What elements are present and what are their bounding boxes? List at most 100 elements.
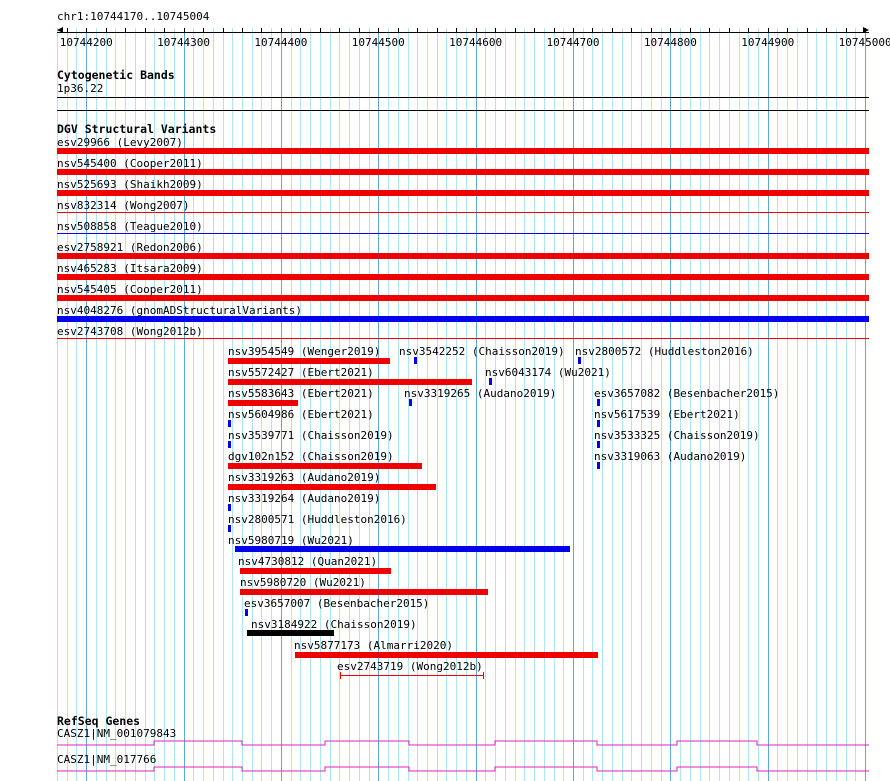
variant-label[interactable]: nsv5617539 (Ebert2021)	[594, 408, 740, 421]
gridline-minor	[845, 28, 847, 781]
variant-bar[interactable]	[57, 295, 869, 301]
variant-bar[interactable]	[228, 463, 422, 469]
variant-bar[interactable]	[228, 484, 436, 490]
gridline-minor	[602, 28, 604, 781]
variant-bar[interactable]	[228, 379, 472, 385]
variant-label[interactable]: nsv3539771 (Chaisson2019)	[228, 429, 394, 442]
variant-label[interactable]: nsv3319263 (Audano2019)	[228, 471, 381, 484]
variant-bar[interactable]	[247, 630, 334, 636]
ruler-tick	[397, 28, 399, 33]
variant-bar[interactable]	[414, 357, 417, 364]
variant-label[interactable]: nsv3319265 (Audano2019)	[404, 387, 557, 400]
variant-label[interactable]: nsv545405 (Cooper2011)	[57, 283, 203, 296]
variant-bar[interactable]	[597, 420, 600, 427]
ruler-tick	[670, 28, 672, 33]
variant-label[interactable]: nsv4730812 (Quan2021)	[238, 555, 378, 568]
variant-label[interactable]: nsv5604986 (Ebert2021)	[228, 408, 374, 421]
variant-bar[interactable]	[340, 675, 483, 676]
variant-label[interactable]: dgv102n152 (Chaisson2019)	[228, 450, 394, 463]
gridline-minor	[543, 28, 545, 781]
variant-label[interactable]: nsv5980720 (Wu2021)	[240, 576, 366, 589]
variant-bar[interactable]	[409, 399, 412, 406]
variant-bar[interactable]	[57, 316, 869, 322]
ruler-tick	[203, 28, 205, 33]
ruler-tick	[534, 28, 536, 33]
variant-label[interactable]: nsv3542252 (Chaisson2019)	[399, 345, 565, 358]
variant-label[interactable]: nsv3533325 (Chaisson2019)	[594, 429, 760, 442]
section-title-refseq-genes: RefSeq Genes	[57, 714, 141, 728]
gridline-minor	[719, 28, 721, 781]
variant-label[interactable]: nsv6043174 (Wu2021)	[485, 366, 611, 379]
gridline-minor	[524, 28, 526, 781]
variant-bar[interactable]	[57, 253, 869, 259]
variant-bar[interactable]	[57, 338, 869, 339]
gridline-minor	[203, 28, 205, 781]
variant-bar[interactable]	[597, 399, 600, 406]
variant-label[interactable]: nsv465283 (Itsara2009)	[57, 262, 203, 275]
variant-bar[interactable]	[228, 400, 298, 406]
ruler-axis	[57, 32, 869, 33]
variant-bar[interactable]	[57, 169, 869, 175]
variant-bar[interactable]	[240, 589, 488, 595]
variant-label[interactable]: nsv832314 (Wong2007)	[57, 199, 190, 212]
variant-bar[interactable]	[245, 609, 248, 616]
gene-transcript-line[interactable]	[57, 765, 869, 775]
gridline-minor	[689, 28, 691, 781]
variant-bar[interactable]	[235, 546, 570, 552]
variant-label[interactable]: esv2743719 (Wong2012b)	[337, 660, 483, 673]
ruler-tick	[611, 28, 613, 33]
cytogenetic-band-label[interactable]: 1p36.22	[57, 82, 104, 95]
gene-label[interactable]: CASZ1|NM_001079843	[57, 727, 177, 740]
ruler-tick	[514, 28, 516, 33]
ruler-tick	[826, 28, 828, 33]
variant-label[interactable]: esv3657007 (Besenbacher2015)	[244, 597, 430, 610]
variant-label[interactable]: nsv2800571 (Huddleston2016)	[228, 513, 407, 526]
variant-label[interactable]: nsv5572427 (Ebert2021)	[228, 366, 374, 379]
variant-label[interactable]: esv2758921 (Redon2006)	[57, 241, 203, 254]
variant-bar[interactable]	[228, 525, 231, 532]
variant-label[interactable]: nsv4048276 (gnomADStructuralVariants)	[57, 304, 303, 317]
variant-bar[interactable]	[228, 420, 231, 427]
gene-label[interactable]: CASZ1|NM_017766	[57, 753, 157, 766]
variant-bar[interactable]	[295, 652, 598, 658]
variant-label[interactable]: esv3657082 (Besenbacher2015)	[594, 387, 780, 400]
section-title-cytogenetic-bands: Cytogenetic Bands	[57, 68, 175, 82]
variant-label[interactable]: esv2743708 (Wong2012b)	[57, 325, 203, 338]
gridline-minor	[193, 28, 195, 781]
variant-label[interactable]: nsv3184922 (Chaisson2019)	[251, 618, 417, 631]
gridline-minor	[495, 28, 497, 781]
variant-bar[interactable]	[57, 233, 869, 234]
ruler-tick	[631, 28, 633, 33]
variant-bar[interactable]	[57, 148, 869, 154]
ruler-tick	[339, 28, 341, 33]
variant-label[interactable]: nsv2800572 (Huddleston2016)	[575, 345, 754, 358]
variant-bar[interactable]	[228, 441, 231, 448]
variant-label[interactable]: nsv5980719 (Wu2021)	[228, 534, 354, 547]
variant-bar[interactable]	[597, 462, 600, 469]
gridline-minor	[709, 28, 711, 781]
variant-bar[interactable]	[57, 212, 869, 213]
ruler-tick	[300, 28, 302, 33]
variant-label[interactable]: nsv5583643 (Ebert2021)	[228, 387, 374, 400]
variant-bar[interactable]	[597, 441, 600, 448]
variant-label[interactable]: nsv3319063 (Audano2019)	[594, 450, 747, 463]
variant-bar[interactable]	[578, 357, 581, 364]
variant-bar[interactable]	[240, 568, 391, 574]
variant-label[interactable]: nsv5877173 (Almarri2020)	[294, 639, 453, 652]
variant-bar[interactable]	[228, 504, 231, 511]
variant-label[interactable]: nsv525693 (Shaikh2009)	[57, 178, 203, 191]
ruler-tick-label: 10744900	[741, 36, 795, 49]
variant-label[interactable]: nsv3319264 (Audano2019)	[228, 492, 381, 505]
gridline-minor	[680, 28, 682, 781]
variant-bar[interactable]	[57, 190, 869, 196]
variant-bar[interactable]	[228, 358, 390, 364]
variant-bar[interactable]	[489, 378, 492, 385]
gridline-minor	[835, 28, 837, 781]
variant-label[interactable]: nsv508858 (Teague2010)	[57, 220, 203, 233]
variant-label[interactable]: nsv3954549 (Wenger2019)	[228, 345, 381, 358]
ruler-tick	[183, 28, 185, 33]
variant-label[interactable]: nsv545400 (Cooper2011)	[57, 157, 203, 170]
variant-label[interactable]: esv29966 (Levy2007)	[57, 136, 183, 149]
variant-bar[interactable]	[57, 274, 869, 280]
gene-transcript-line[interactable]	[57, 739, 869, 749]
